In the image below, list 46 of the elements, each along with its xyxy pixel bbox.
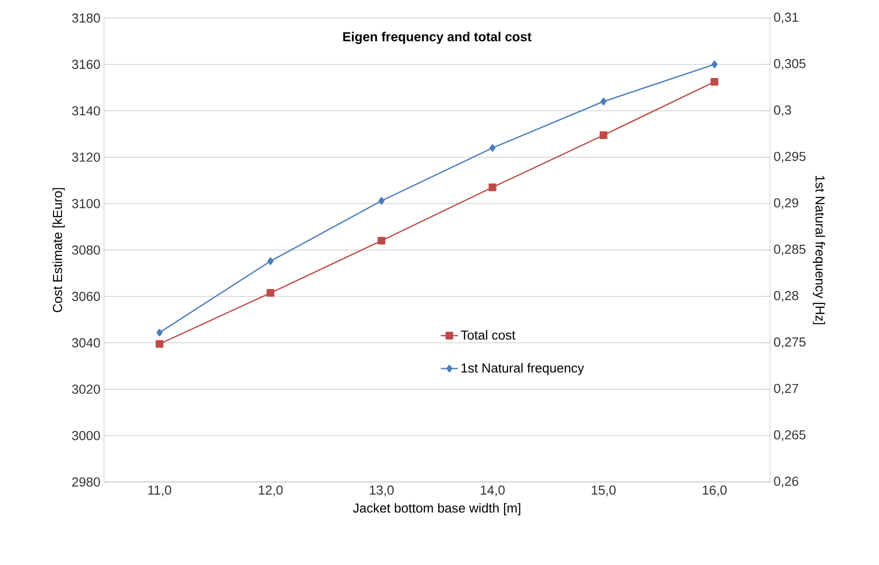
y-tick-label: 3080 [72, 245, 100, 255]
point [711, 60, 718, 68]
y2-tick-label: 0,26 [774, 476, 798, 488]
y-tick-label: 3000 [72, 430, 100, 440]
y2-tick-label: 0,265 [774, 430, 806, 441]
point [488, 184, 496, 192]
y-tick-label: 3100 [72, 198, 100, 208]
point [378, 236, 386, 245]
y-tick-label: 3160 [72, 60, 100, 69]
y2-axis-title: 1st Natural frequency [Hz] [812, 176, 826, 324]
point [600, 131, 608, 140]
x-tick-label: 13,0 [370, 486, 394, 496]
legend-label: 1st Natural frequency [462, 363, 584, 376]
y2-tick-label: 0,28 [774, 291, 798, 302]
x-tick-label: 15,0 [592, 486, 616, 496]
y2-tick-label: 0,29 [774, 198, 798, 209]
point [600, 98, 607, 106]
y2-tick-label: 0,305 [774, 59, 806, 70]
y-tick-label: 3120 [72, 152, 100, 162]
point [156, 328, 163, 336]
y-tick-label: 3140 [72, 106, 100, 116]
x-tick-label: 14,0 [480, 486, 505, 496]
y-tick-label: 3180 [72, 13, 100, 23]
y2-tick-label: 0,31 [774, 12, 798, 24]
point [378, 196, 385, 205]
y-tick-label: 3060 [72, 292, 100, 301]
point [266, 289, 274, 297]
y-tick-label: 2980 [72, 477, 100, 487]
y-tick-label: 3020 [72, 384, 100, 394]
x-tick-label: 11,0 [148, 486, 172, 496]
point [267, 257, 274, 265]
x-axis-title: Jacket bottom base width [m] [353, 503, 520, 516]
y2-tick-label: 0,3 [774, 105, 792, 116]
y2-tick-label: 0,295 [774, 152, 806, 163]
x-tick-label: 16,0 [702, 486, 727, 496]
point [710, 78, 718, 86]
y-axis-title: Cost Estimate [kEuro] [52, 188, 65, 312]
y2-tick-label: 0,285 [774, 244, 806, 256]
y2-tick-label: 0,27 [774, 384, 798, 395]
legend-label: Total cost [460, 330, 516, 340]
point [156, 340, 164, 348]
y-tick-label: 3040 [72, 338, 100, 348]
text: Eigen frequency and total cost [343, 32, 532, 44]
x-tick-label: 12,0 [258, 486, 283, 496]
y2-tick-label: 0,275 [774, 337, 806, 348]
point [489, 144, 496, 152]
